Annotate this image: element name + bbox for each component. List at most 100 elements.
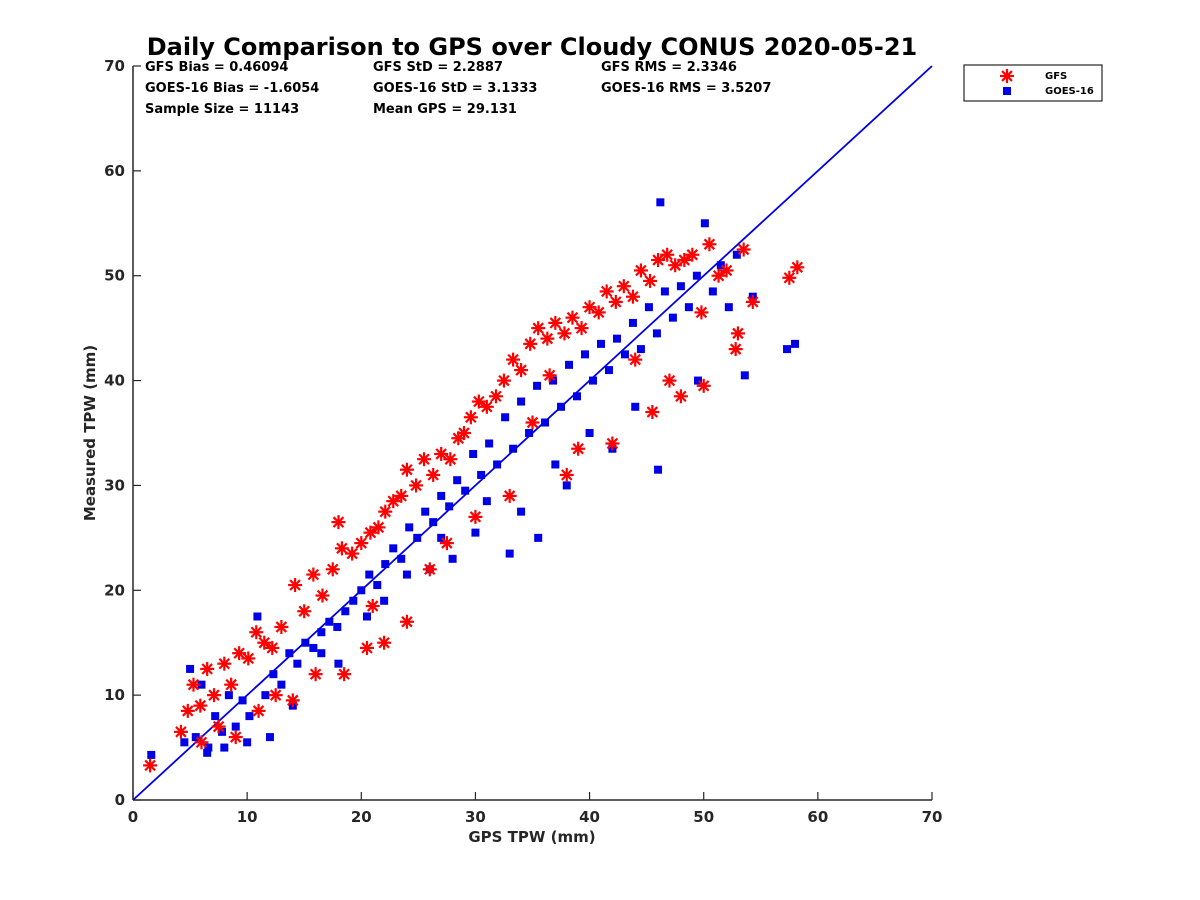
- gfs-point: [677, 252, 692, 267]
- goes-16-point: [380, 596, 389, 605]
- gfs-point: [173, 724, 188, 739]
- stat-gfs-bias: GFS Bias = 0.46094: [145, 60, 288, 75]
- gfs-point: [417, 452, 432, 467]
- x-axis-label: GPS TPW (mm): [468, 828, 595, 846]
- goes-16-point: [505, 549, 514, 558]
- goes-16-point: [692, 271, 701, 280]
- goes-16-point: [656, 198, 665, 207]
- y-tick-label: 10: [104, 686, 125, 704]
- gfs-point: [502, 488, 517, 503]
- gfs-point: [559, 467, 574, 482]
- gfs-point: [685, 247, 700, 262]
- gfs-point: [662, 373, 677, 388]
- gfs-point: [745, 294, 760, 309]
- gfs-point: [365, 599, 380, 614]
- x-tick-label: 60: [807, 808, 828, 826]
- gfs-point: [574, 321, 589, 336]
- goes-16-point: [397, 554, 406, 563]
- x-axis-ticks: 0 10 20 30 40 50 60 70: [128, 792, 942, 826]
- plot-axes: [132, 66, 932, 801]
- goes-16-point: [277, 680, 286, 689]
- goes-16-point: [231, 722, 240, 731]
- gfs-point: [241, 651, 256, 666]
- goes-16-point: [700, 219, 709, 228]
- goes-16-point: [421, 507, 430, 516]
- goes-16-point: [429, 518, 438, 527]
- goes-16-point: [534, 533, 543, 542]
- gfs-point: [143, 758, 158, 773]
- gfs-point: [468, 509, 483, 524]
- goes-16-point: [716, 261, 725, 270]
- goes-16-point: [477, 470, 486, 479]
- goes-16-point: [501, 413, 510, 422]
- goes-16-point: [445, 502, 454, 511]
- goes-16-point: [224, 691, 233, 700]
- gfs-point: [251, 703, 266, 718]
- goes-16-point: [253, 612, 262, 621]
- gfs-point: [628, 352, 643, 367]
- goes-16-point: [389, 544, 398, 553]
- gfs-point: [702, 237, 717, 252]
- goes-16-point: [453, 476, 462, 485]
- y-tick-label: 0: [115, 791, 125, 809]
- goes-16-point: [694, 376, 703, 385]
- gfs-point: [315, 588, 330, 603]
- goes-16-point: [333, 622, 342, 631]
- gfs-point: [696, 378, 711, 393]
- stat-mean-gps: Mean GPS = 29.131: [373, 102, 517, 117]
- goes-16-point: [565, 360, 574, 369]
- gfs-point: [306, 567, 321, 582]
- y-tick-label: 60: [104, 162, 125, 180]
- goes-16-point: [293, 659, 302, 668]
- gfs-point: [285, 693, 300, 708]
- goes-16-point: [469, 449, 478, 458]
- legend: GFS GOES-16: [963, 64, 1103, 102]
- legend-gfs-asterisk: [1000, 69, 1014, 83]
- gfs-point: [643, 273, 658, 288]
- goes-16-point: [317, 628, 326, 637]
- gfs-point: [224, 677, 239, 692]
- goes-16-point: [211, 712, 220, 721]
- gfs-point: [426, 467, 441, 482]
- gfs-point: [730, 326, 745, 341]
- goes-16-point: [448, 554, 457, 563]
- gfs-point: [542, 368, 557, 383]
- x-tick-label: 0: [128, 808, 138, 826]
- stat-gfs-std: GFS StD = 2.2887: [373, 60, 503, 75]
- gfs-point: [605, 436, 620, 451]
- gfs-point: [660, 247, 675, 262]
- legend-gfs-label: GFS: [1045, 71, 1067, 82]
- gfs-point: [274, 619, 289, 634]
- goes-16-point: [549, 376, 558, 385]
- goes-16-point: [180, 738, 189, 747]
- gfs-point: [479, 399, 494, 414]
- goes-16-point: [509, 444, 518, 453]
- gfs-point: [711, 268, 726, 283]
- gfs-point: [359, 640, 374, 655]
- gfs-point: [378, 504, 393, 519]
- goes-16-point: [562, 481, 571, 490]
- gfs-point: [257, 635, 272, 650]
- gfs-point: [399, 462, 414, 477]
- gfs-point: [297, 604, 312, 619]
- goes-16-point: [791, 339, 800, 348]
- goes-16-point: [238, 696, 247, 705]
- gfs-point: [288, 578, 303, 593]
- goes-16-point: [573, 392, 582, 401]
- goes-16-point: [493, 460, 502, 469]
- goes-16-point: [541, 418, 550, 427]
- gfs-point: [728, 342, 743, 357]
- gfs-point: [337, 667, 352, 682]
- x-tick-label: 20: [351, 808, 372, 826]
- gfs-point: [471, 394, 486, 409]
- goes-16-point: [654, 465, 663, 474]
- gfs-point: [645, 405, 660, 420]
- chart-title: Daily Comparison to GPS over Cloudy CONU…: [147, 33, 918, 61]
- legend-gfs-marker: [1000, 69, 1014, 83]
- goes-16-point: [437, 491, 446, 500]
- goes-16-point: [309, 643, 318, 652]
- series-goes-16-points: [147, 198, 800, 759]
- goes-16-point: [482, 497, 491, 506]
- goes-16-point: [186, 664, 195, 673]
- gfs-point: [514, 363, 529, 378]
